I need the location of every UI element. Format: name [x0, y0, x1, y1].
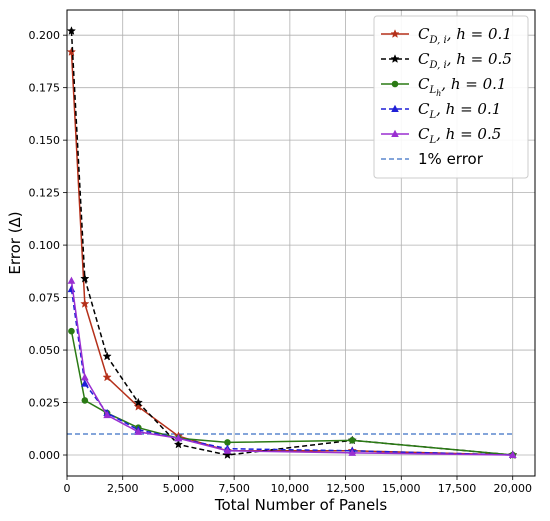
- legend-entry: CD, i, h = 0.5: [381, 50, 512, 71]
- x-tick-label: 7,500: [218, 482, 250, 495]
- data-point: [348, 437, 356, 444]
- data-point: [102, 372, 112, 382]
- x-tick-label: 15,000: [382, 482, 421, 495]
- x-axis-label: Total Number of Panels: [214, 496, 388, 514]
- data-point: [81, 397, 89, 404]
- legend-label: CL, h = 0.5: [418, 125, 501, 146]
- legend-entry: 1% error: [381, 150, 484, 168]
- x-tick-label: 17,500: [438, 482, 477, 495]
- data-point: [134, 427, 143, 435]
- legend-label: CL, h = 0.1: [418, 100, 501, 121]
- legend-label: 1% error: [418, 150, 484, 168]
- x-tick-label: 5,000: [163, 482, 195, 495]
- series-2: [68, 327, 517, 459]
- x-tick-label: 2,500: [107, 482, 139, 495]
- legend-entry: CL, h = 0.5: [381, 125, 501, 146]
- legend-label: CD, i, h = 0.5: [418, 50, 512, 71]
- legend-marker: [391, 129, 399, 137]
- series-line: [70, 331, 513, 456]
- data-point: [66, 47, 77, 56]
- data-point: [68, 327, 75, 335]
- legend-marker: [391, 104, 399, 112]
- legend-marker: [391, 80, 399, 88]
- y-tick-label: 0.050: [29, 344, 61, 357]
- data-point: [66, 26, 77, 35]
- y-tick-label: 0.125: [29, 187, 61, 200]
- series-layer: [66, 26, 518, 459]
- data-point: [103, 410, 111, 419]
- grid: [66, 10, 535, 476]
- x-tick-label: 12,500: [326, 482, 365, 495]
- x-tick-label: 10,000: [271, 482, 310, 495]
- data-point: [80, 273, 90, 283]
- plot-frame: [66, 9, 536, 477]
- data-point: [133, 397, 143, 407]
- x-tick-label: 20,000: [493, 482, 532, 495]
- y-tick-label: 0.100: [29, 239, 61, 252]
- data-point: [174, 434, 183, 442]
- series-3: [67, 284, 517, 459]
- legend-label: CLh, h = 0.1: [418, 75, 506, 98]
- legend-entry: CL, h = 0.1: [381, 100, 501, 121]
- y-tick-label: 0.025: [29, 397, 61, 410]
- legend-marker: [390, 54, 400, 63]
- legend-frame: [373, 15, 529, 179]
- legend-marker: [390, 29, 400, 38]
- legend-entry: CLh, h = 0.1: [381, 75, 506, 98]
- data-point: [348, 448, 357, 456]
- legend-entry: CD, i, h = 0.1: [381, 25, 512, 46]
- y-tick-label: 0.200: [29, 29, 61, 42]
- data-point: [81, 373, 89, 381]
- x-tick-label: 0: [64, 482, 71, 495]
- series-4: [67, 276, 517, 459]
- y-axis-label: Error (Δ): [6, 211, 24, 274]
- data-point: [223, 446, 232, 454]
- series-line: [70, 289, 513, 456]
- legend: CD, i, h = 0.1 CD, i, h = 0.5 CLh, h = 0.1…: [373, 15, 529, 179]
- data-point: [67, 276, 76, 284]
- data-point: [224, 439, 231, 446]
- data-point: [81, 379, 89, 387]
- data-point: [508, 450, 517, 459]
- legend-label: CD, i, h = 0.1: [418, 25, 512, 46]
- y-tick-label: 0.175: [29, 82, 61, 95]
- y-tick-label: 0.075: [29, 292, 61, 305]
- axis-ticks: 0 2,500 5,000 7,500 10,000 12,500 15,000 17,500…: [29, 29, 532, 495]
- y-tick-label: 0.000: [29, 449, 61, 462]
- data-point: [80, 298, 90, 308]
- data-point: [173, 439, 184, 449]
- y-tick-label: 0.150: [29, 134, 61, 147]
- data-point: [102, 351, 112, 361]
- series-line: [70, 280, 513, 456]
